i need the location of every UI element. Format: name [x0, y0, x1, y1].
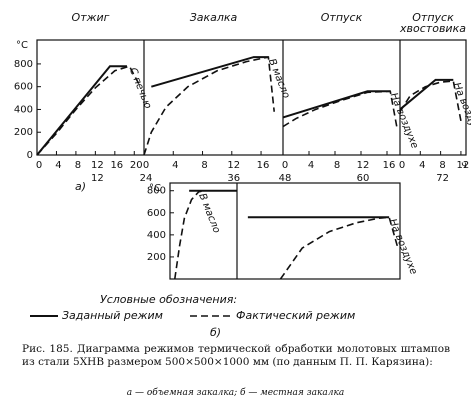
x-tick-label: 8 — [201, 160, 207, 171]
x-tick-label: 0 — [282, 160, 288, 171]
dashed-line — [399, 80, 462, 121]
x-tick-label: 12 — [457, 160, 470, 171]
x-tick-label: 0 — [143, 160, 149, 171]
frame — [36, 39, 467, 156]
dashed-line — [143, 56, 276, 156]
legend-item: Заданный режим — [62, 309, 163, 322]
dashed-line — [36, 65, 140, 156]
x-tick-label: 16 — [110, 160, 123, 171]
y-tick-label: 800 — [147, 186, 166, 197]
frame — [169, 182, 401, 280]
x-tick-label: 12 — [227, 160, 240, 171]
y-axis-label: °C — [149, 183, 161, 194]
annotation: На воздухе — [387, 217, 419, 276]
x-tick-label: 16 — [257, 160, 270, 171]
panel-label: а) — [75, 180, 86, 193]
annotation: На воздухе — [451, 81, 471, 140]
caption-subtitle: а — объемная закалка; б — местная закалк… — [126, 388, 345, 398]
dashed-line — [173, 189, 204, 280]
y-tick-label: 0 — [27, 150, 33, 161]
x-tick-label-total: 48 — [279, 173, 292, 184]
x-tick-label: 20 — [130, 160, 143, 171]
x-tick-label: 12 — [357, 160, 370, 171]
legend-title: Условные обозначения: — [100, 293, 237, 306]
x-tick-label-total: 36 — [227, 173, 240, 184]
y-tick-label: 400 — [147, 230, 166, 241]
section-title: Закалка — [189, 11, 238, 24]
y-tick-label: 600 — [147, 208, 166, 219]
x-tick-label: 12 — [91, 160, 104, 171]
x-tick-label: 8 — [75, 160, 81, 171]
solid-line — [282, 90, 391, 119]
solid-line — [151, 56, 269, 88]
annotation: На воздухе — [388, 91, 420, 150]
section-title: Отпуск хвостовика — [400, 11, 466, 35]
x-tick-label: 4 — [55, 160, 61, 171]
x-tick-label-total: 72 — [436, 173, 449, 184]
x-tick-label-total: 12 — [91, 173, 104, 184]
panel-label: б) — [210, 326, 221, 339]
x-tick-label: 16 — [383, 160, 396, 171]
annotation: В масло — [266, 57, 292, 100]
x-unit: ч — [461, 160, 467, 171]
y-tick-label: 800 — [14, 59, 33, 70]
solid-line — [399, 78, 454, 111]
x-tick-label-total: 60 — [357, 173, 370, 184]
x-tick-label: 4 — [172, 160, 178, 171]
x-tick-label: 4 — [308, 160, 314, 171]
x-tick-label: 8 — [334, 160, 340, 171]
y-axis-label: °C — [16, 40, 28, 51]
x-tick-label: 4 — [419, 160, 425, 171]
y-tick-label: 400 — [14, 104, 33, 115]
y-tick-label: 600 — [14, 82, 33, 93]
solid-line — [36, 65, 127, 156]
dashed-line — [279, 216, 399, 280]
legend-item: Фактический режим — [236, 309, 355, 322]
y-tick-label: 200 — [147, 252, 166, 263]
x-tick-label-total: 24 — [140, 173, 153, 184]
x-tick-label: 0 — [399, 160, 405, 171]
annotation: В масло — [196, 192, 222, 235]
x-tick-label: 8 — [439, 160, 445, 171]
section-title: Отпуск — [320, 11, 363, 24]
section-title: Отжиг — [71, 11, 110, 24]
dashed-line — [282, 90, 398, 128]
caption: Рис. 185. Диаграмма режимов термической … — [22, 343, 450, 368]
x-tick-label: 0 — [36, 160, 42, 171]
y-tick-label: 200 — [14, 127, 33, 138]
annotation: С печью — [127, 66, 153, 110]
